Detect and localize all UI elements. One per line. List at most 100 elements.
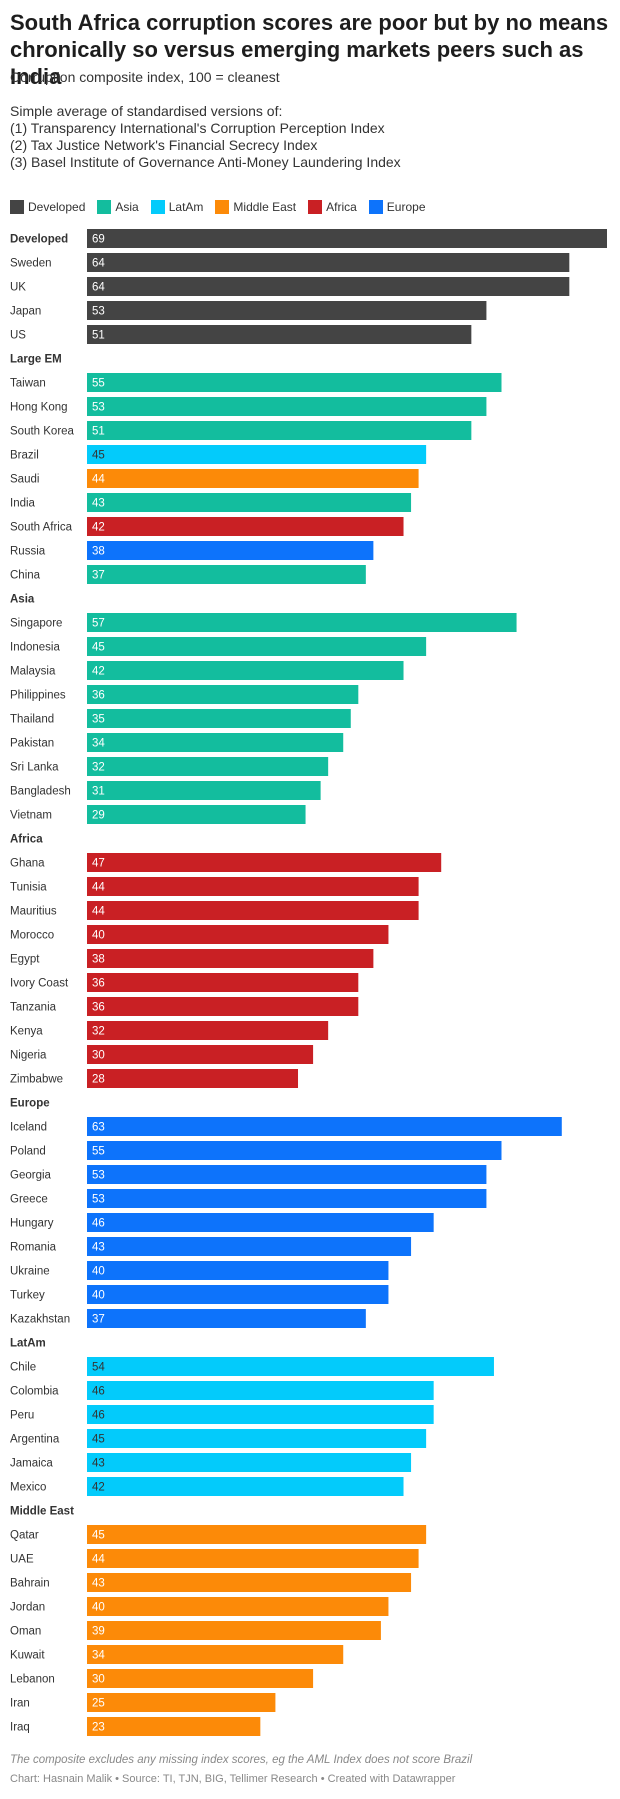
- bar: [87, 1285, 389, 1304]
- bar-value-label: 44: [92, 882, 105, 894]
- bar: [87, 1189, 487, 1208]
- legend-swatch: [215, 200, 230, 214]
- bar-value-label: 55: [92, 1146, 105, 1158]
- bar: [87, 949, 374, 968]
- bar-value-label: 47: [92, 858, 105, 870]
- bar: [87, 277, 570, 296]
- row-label: UAE: [10, 1554, 34, 1566]
- chart-subtitle: Corruption composite index, 100 = cleane…: [10, 69, 280, 85]
- bar-value-label: 37: [92, 1314, 105, 1326]
- row-label: Jamaica: [10, 1458, 53, 1470]
- bar-value-label: 28: [92, 1074, 105, 1086]
- bar-value-label: 44: [92, 906, 105, 918]
- bar-value-label: 43: [92, 498, 105, 510]
- bar: [87, 325, 472, 344]
- row-label: Tanzania: [10, 1002, 57, 1014]
- bar: [87, 973, 359, 992]
- chart-notes: The composite excludes any missing index…: [10, 1754, 473, 1766]
- bar-value-label: 32: [92, 762, 105, 774]
- row-label: Taiwan: [10, 378, 46, 390]
- bar-value-label: 42: [92, 666, 105, 678]
- row-label: Thailand: [10, 714, 54, 726]
- bar: [87, 1453, 412, 1472]
- bar: [87, 301, 487, 320]
- bar: [87, 1021, 329, 1040]
- legend-label: Asia: [115, 200, 139, 214]
- row-label: Tunisia: [10, 882, 47, 894]
- legend-item: Developed: [10, 200, 85, 214]
- row-label: South Korea: [10, 426, 75, 438]
- bar-value-label: 35: [92, 714, 105, 726]
- legend-label: Developed: [28, 200, 86, 214]
- group-header-label: Middle East: [10, 1506, 74, 1518]
- row-label: Lebanon: [10, 1674, 55, 1686]
- row-label: Georgia: [10, 1170, 52, 1182]
- bar-value-label: 42: [92, 522, 105, 534]
- row-label: Japan: [10, 306, 41, 318]
- row-label: Qatar: [10, 1530, 39, 1542]
- row-label: US: [10, 330, 26, 342]
- bar-value-label: 40: [92, 930, 105, 942]
- bar-value-label: 38: [92, 954, 105, 966]
- bar-value-label: 53: [92, 306, 105, 318]
- bar-value-label: 42: [92, 1482, 105, 1494]
- bar: [87, 1141, 502, 1160]
- bar-value-label: 25: [92, 1698, 105, 1710]
- bar-value-label: 45: [92, 1530, 105, 1542]
- bar: [87, 685, 359, 704]
- group-header-label: Developed: [10, 234, 68, 246]
- row-label: Oman: [10, 1626, 41, 1638]
- chart-description: Simple average of standardised versions …: [10, 103, 401, 171]
- row-label: China: [10, 570, 41, 582]
- bar-value-label: 30: [92, 1674, 105, 1686]
- group-header-label: Asia: [10, 594, 35, 606]
- row-label: Bangladesh: [10, 786, 71, 798]
- row-label: Malaysia: [10, 666, 56, 678]
- row-label: Indonesia: [10, 642, 60, 654]
- row-label: Romania: [10, 1242, 57, 1254]
- bar: [87, 253, 570, 272]
- bar-value-label: 43: [92, 1242, 105, 1254]
- bar-value-label: 45: [92, 450, 105, 462]
- row-label: UK: [10, 282, 26, 294]
- bar: [87, 1597, 389, 1616]
- row-label: Turkey: [10, 1290, 45, 1302]
- row-label: Hungary: [10, 1218, 54, 1230]
- bar: [87, 373, 502, 392]
- bar: [87, 229, 607, 248]
- bar: [87, 565, 366, 584]
- bar: [87, 1165, 487, 1184]
- legend-item: Europe: [368, 200, 426, 214]
- bar-value-label: 39: [92, 1626, 105, 1638]
- bar-value-label: 51: [92, 330, 105, 342]
- bar: [87, 997, 359, 1016]
- row-label: Iraq: [10, 1722, 30, 1734]
- bar-value-label: 54: [92, 1362, 105, 1374]
- bar: [87, 1045, 314, 1064]
- legend-item: Middle East: [215, 200, 296, 214]
- row-label: Saudi: [10, 474, 39, 486]
- bar-value-label: 40: [92, 1602, 105, 1614]
- legend-swatch: [10, 200, 24, 214]
- row-label: Bahrain: [10, 1578, 50, 1590]
- row-label: India: [10, 498, 36, 510]
- row-label: South Africa: [10, 522, 73, 534]
- bar-value-label: 36: [92, 978, 105, 990]
- row-label: Vietnam: [10, 810, 52, 822]
- bar-value-label: 55: [92, 378, 105, 390]
- bar: [87, 1261, 389, 1280]
- bar: [87, 1717, 261, 1736]
- bar: [87, 469, 419, 488]
- legend-swatch: [97, 200, 112, 214]
- row-label: Hong Kong: [10, 402, 68, 414]
- legend-swatch: [368, 200, 383, 214]
- row-label: Poland: [10, 1146, 46, 1158]
- row-label: Chile: [10, 1362, 36, 1374]
- row-label: Singapore: [10, 618, 62, 630]
- bar: [87, 637, 427, 656]
- bar-value-label: 63: [92, 1122, 105, 1134]
- bar: [87, 397, 487, 416]
- bar: [87, 1213, 434, 1232]
- bar-value-label: 44: [92, 474, 105, 486]
- bar: [87, 805, 306, 824]
